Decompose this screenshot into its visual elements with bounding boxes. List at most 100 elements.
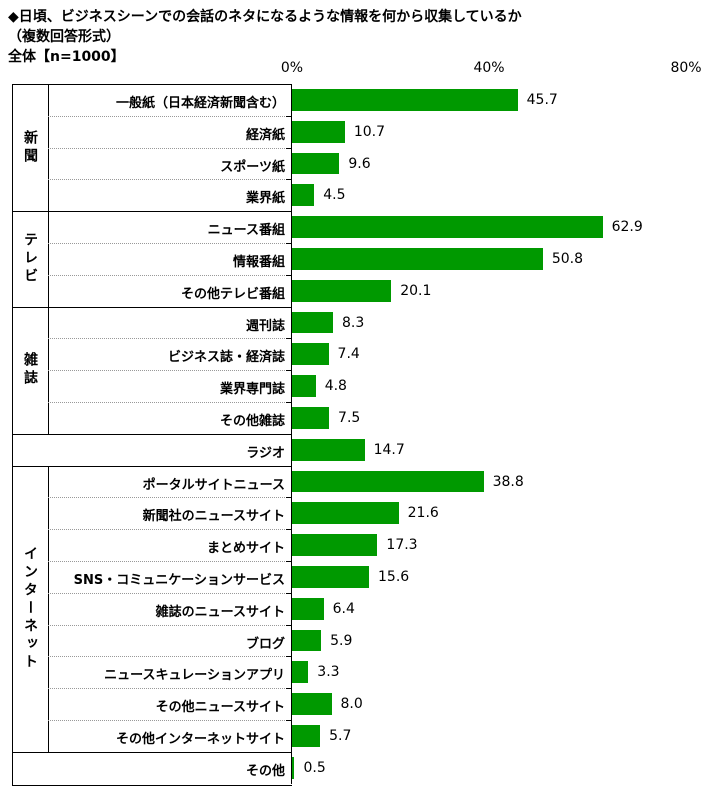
bar — [292, 629, 322, 652]
axis-tick — [286, 656, 291, 658]
category-label: ニュースキュレーションアプリ — [104, 668, 285, 684]
axis-tick — [286, 179, 291, 181]
row-separator — [48, 179, 291, 181]
group-divider — [12, 211, 291, 213]
row-separator — [48, 370, 291, 372]
row-separator — [48, 274, 291, 276]
data-label: 38.8 — [492, 473, 524, 490]
axis-tick — [286, 497, 291, 499]
row-separator — [48, 115, 291, 117]
axis-tick — [286, 688, 291, 690]
bar — [292, 279, 392, 302]
bar — [292, 184, 315, 207]
data-label: 10.7 — [353, 123, 385, 140]
axis-tick — [286, 370, 291, 372]
row-separator — [48, 243, 291, 244]
category-label: その他インターネットサイト — [115, 732, 285, 747]
axis-tick — [286, 306, 291, 308]
category-label: スポーツ紙 — [220, 159, 285, 175]
bar — [292, 438, 365, 461]
axis-tick — [286, 720, 291, 721]
data-label: 8.3 — [341, 314, 365, 331]
data-label: 6.4 — [332, 600, 355, 617]
category-label: その他 — [245, 763, 285, 779]
bar — [292, 534, 378, 556]
row-separator — [48, 624, 291, 626]
x-tick-label: 0% — [280, 60, 304, 76]
group-divider — [12, 306, 291, 308]
row-separator — [48, 402, 291, 403]
data-label: 5.7 — [329, 728, 352, 744]
bar — [292, 152, 340, 175]
category-label: まとめサイト — [206, 541, 285, 557]
row-separator — [48, 529, 291, 531]
data-label: 50.8 — [551, 251, 583, 267]
bar — [292, 661, 309, 684]
axis-tick — [286, 115, 291, 117]
category-label: 雑誌のニュースサイト — [155, 604, 285, 620]
axis-tick — [286, 592, 291, 594]
bar — [292, 407, 330, 429]
group-label: 雑誌 — [22, 352, 38, 389]
category-label: ブログ — [245, 636, 285, 652]
x-tick-label: 80% — [670, 60, 702, 76]
bar — [292, 597, 324, 620]
category-label: その他雑誌 — [219, 414, 285, 429]
table-frame — [12, 84, 292, 786]
category-label: 週刊誌 — [245, 318, 285, 334]
axis-tick — [286, 147, 291, 149]
category-label: その他テレビ番組 — [180, 286, 285, 302]
axis-tick — [286, 465, 291, 467]
row-separator — [48, 338, 291, 340]
category-label: 一般紙（日本経済新聞含む） — [115, 96, 285, 111]
bar — [292, 693, 332, 715]
data-label: 17.3 — [386, 537, 418, 554]
row-separator — [48, 656, 291, 658]
data-label: 0.5 — [303, 759, 326, 776]
row-separator — [48, 497, 291, 499]
bar — [292, 248, 543, 270]
category-label: ビジネス誌・経済誌 — [167, 350, 285, 366]
axis-tick — [286, 402, 291, 403]
chart-subtitle: （複数回答形式） — [8, 29, 120, 45]
category-label: 業界紙 — [245, 191, 285, 207]
axis-tick — [286, 529, 291, 531]
chart-title: ◆日頃、ビジネスシーンでの会話のネタになるような情報を何から収集しているか — [8, 9, 522, 25]
bar — [292, 375, 316, 397]
data-label: 4.5 — [323, 187, 346, 204]
bar — [292, 566, 370, 588]
group-column-divider — [48, 211, 49, 307]
axis-tick — [286, 561, 291, 562]
bar — [292, 502, 399, 525]
data-label: 7.4 — [337, 346, 360, 363]
axis-tick — [286, 338, 291, 340]
group-divider — [12, 751, 291, 753]
axis-tick — [286, 243, 291, 244]
x-tick-label: 40% — [473, 60, 505, 76]
group-label: 新聞 — [22, 129, 38, 166]
bar — [292, 311, 333, 334]
data-label: 5.9 — [330, 632, 353, 649]
category-label: 経済紙 — [245, 127, 285, 143]
y-axis-line — [291, 84, 292, 784]
group-divider — [12, 433, 291, 435]
bar — [292, 725, 321, 747]
data-label: 3.3 — [317, 664, 340, 681]
data-label: 20.1 — [400, 282, 432, 299]
data-label: 7.5 — [338, 410, 361, 426]
group-label: インターネット — [22, 545, 38, 672]
bar — [292, 470, 484, 493]
category-label: ポータルサイトニュース — [142, 477, 285, 493]
row-separator — [48, 720, 291, 721]
data-label: 62.9 — [611, 219, 643, 236]
category-label: ニュース番組 — [207, 223, 285, 239]
axis-tick — [286, 433, 291, 435]
axis-tick — [286, 211, 291, 213]
data-label: 9.6 — [348, 155, 371, 172]
bar — [292, 343, 329, 366]
bar — [292, 216, 603, 238]
category-label: 情報番組 — [232, 255, 285, 270]
sample-size: 全体【n=1000】 — [8, 49, 125, 65]
row-separator — [48, 147, 291, 149]
